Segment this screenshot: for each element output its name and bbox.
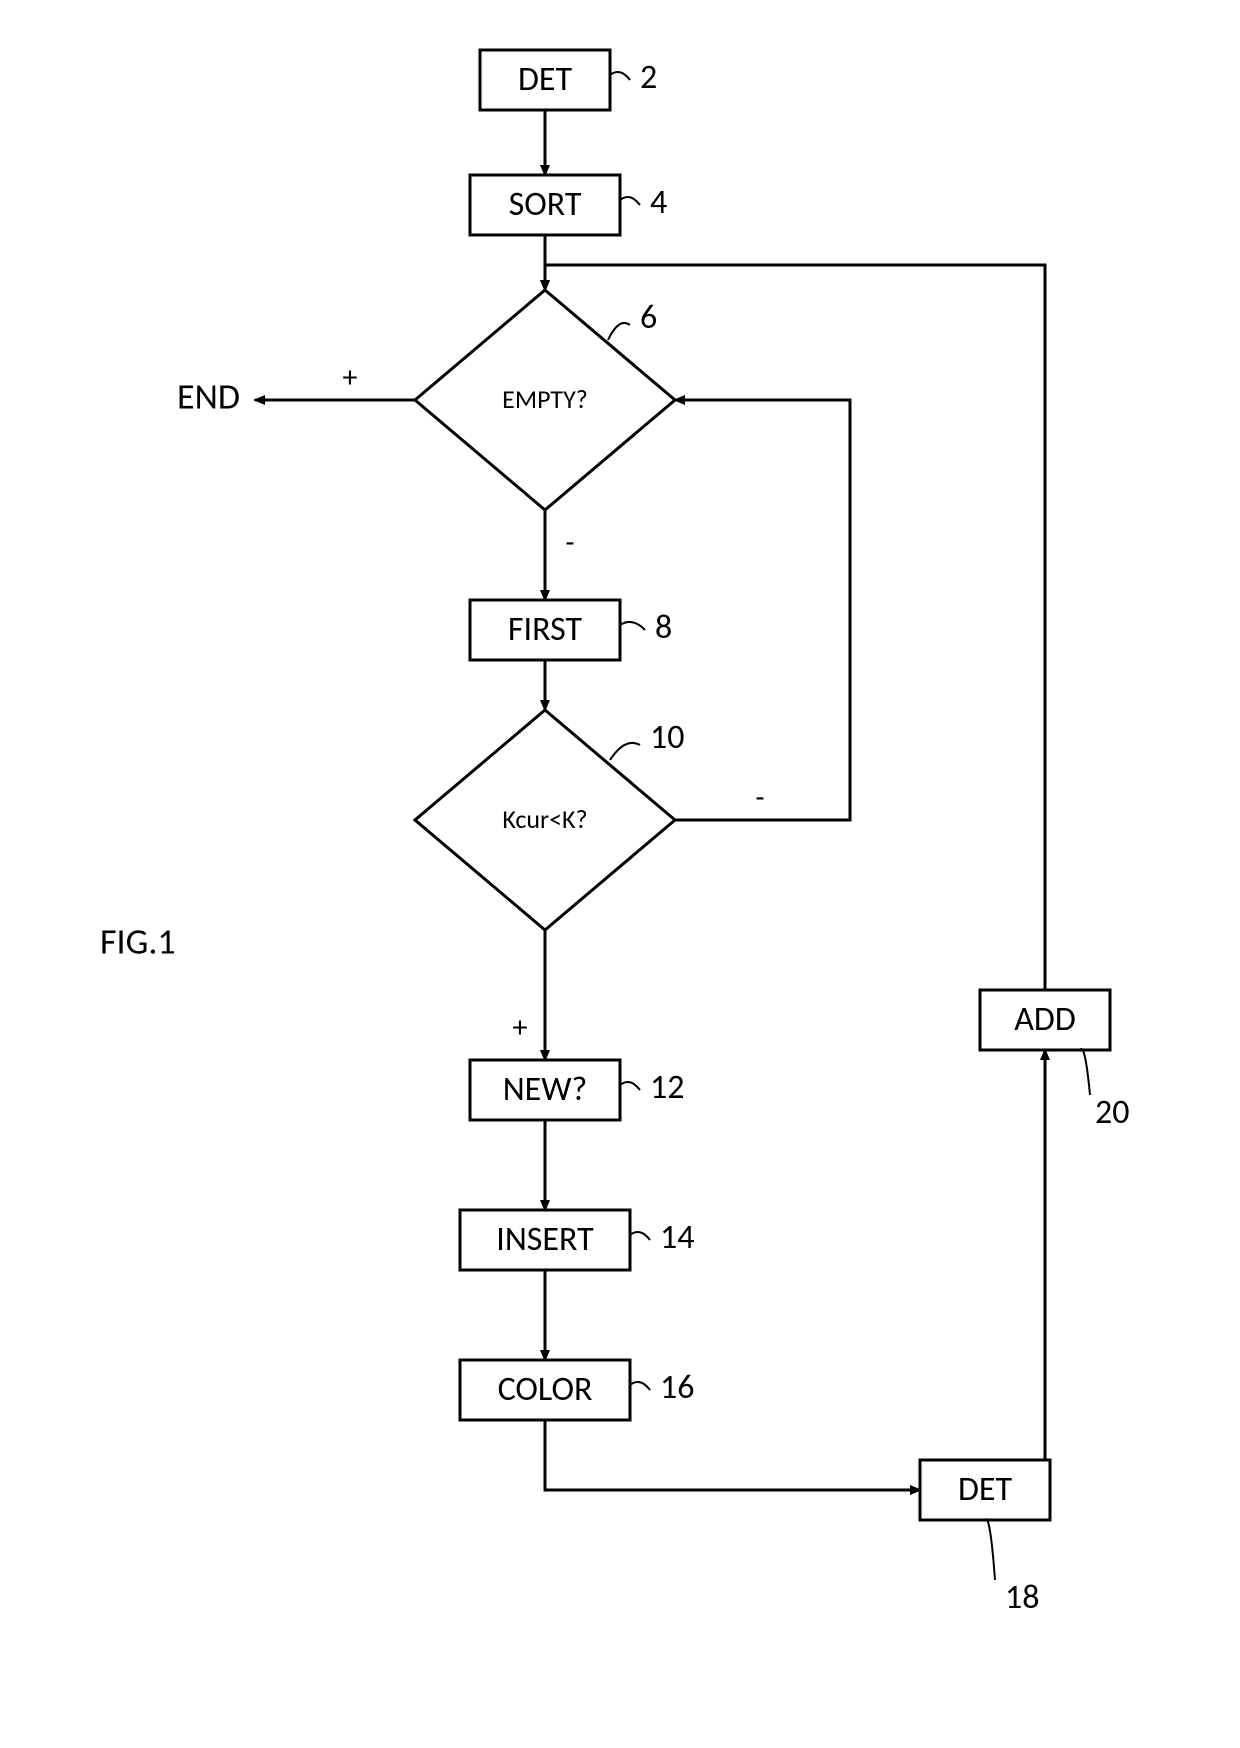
node-label-n8: FIRST (508, 609, 583, 650)
ref-label-n10: 10 (650, 717, 684, 758)
node-label-n20: ADD (1014, 999, 1076, 1040)
ref-label-n16: 16 (660, 1367, 694, 1408)
ref-hook-n12 (620, 1082, 640, 1090)
ref-hook-n2 (610, 72, 630, 80)
ref-hook-n14 (630, 1232, 650, 1240)
edge-label-e10_6: - (755, 779, 764, 816)
ref-label-n2: 2 (640, 57, 657, 98)
ref-label-n20: 20 (1095, 1092, 1129, 1133)
ref-label-n12: 12 (650, 1067, 684, 1108)
edge-e10_6 (675, 400, 850, 820)
node-label-n10: Kcur<K? (502, 803, 587, 835)
ref-hook-n18 (985, 1519, 995, 1580)
edge-label-e6_end: + (343, 359, 358, 396)
ref-hook-n20 (1080, 1049, 1090, 1095)
node-label-n2: DET (518, 59, 573, 100)
ref-hook-n8 (620, 622, 645, 630)
node-label-n16: COLOR (498, 1369, 593, 1410)
ref-label-n8: 8 (655, 607, 672, 648)
ref-label-n14: 14 (660, 1217, 694, 1258)
edge-label-e6_8: - (565, 524, 574, 561)
node-label-n14: INSERT (496, 1219, 594, 1260)
node-label-n12: NEW? (503, 1069, 588, 1110)
ref-hook-n16 (630, 1382, 650, 1390)
ref-label-n4: 4 (650, 182, 667, 223)
ref-hook-n4 (620, 197, 640, 205)
ref-hook-n10 (610, 743, 640, 760)
edge-e16_18 (545, 1420, 920, 1490)
node-label-n6: EMPTY? (502, 383, 588, 415)
end-label: END (177, 375, 240, 419)
flowchart-diagram: DET SORT EMPTY? FIRST Kcur<K? NEW? INSERT COLOR… (0, 0, 1240, 1748)
ref-label-n6: 6 (640, 297, 657, 338)
edge-label-e10_12: + (513, 1009, 528, 1046)
figure-label: FIG.1 (100, 920, 176, 964)
ref-hook-n6 (608, 323, 630, 340)
node-label-n4: SORT (509, 184, 582, 225)
node-label-n18: DET (958, 1469, 1013, 1510)
ref-label-n18: 18 (1005, 1577, 1039, 1618)
